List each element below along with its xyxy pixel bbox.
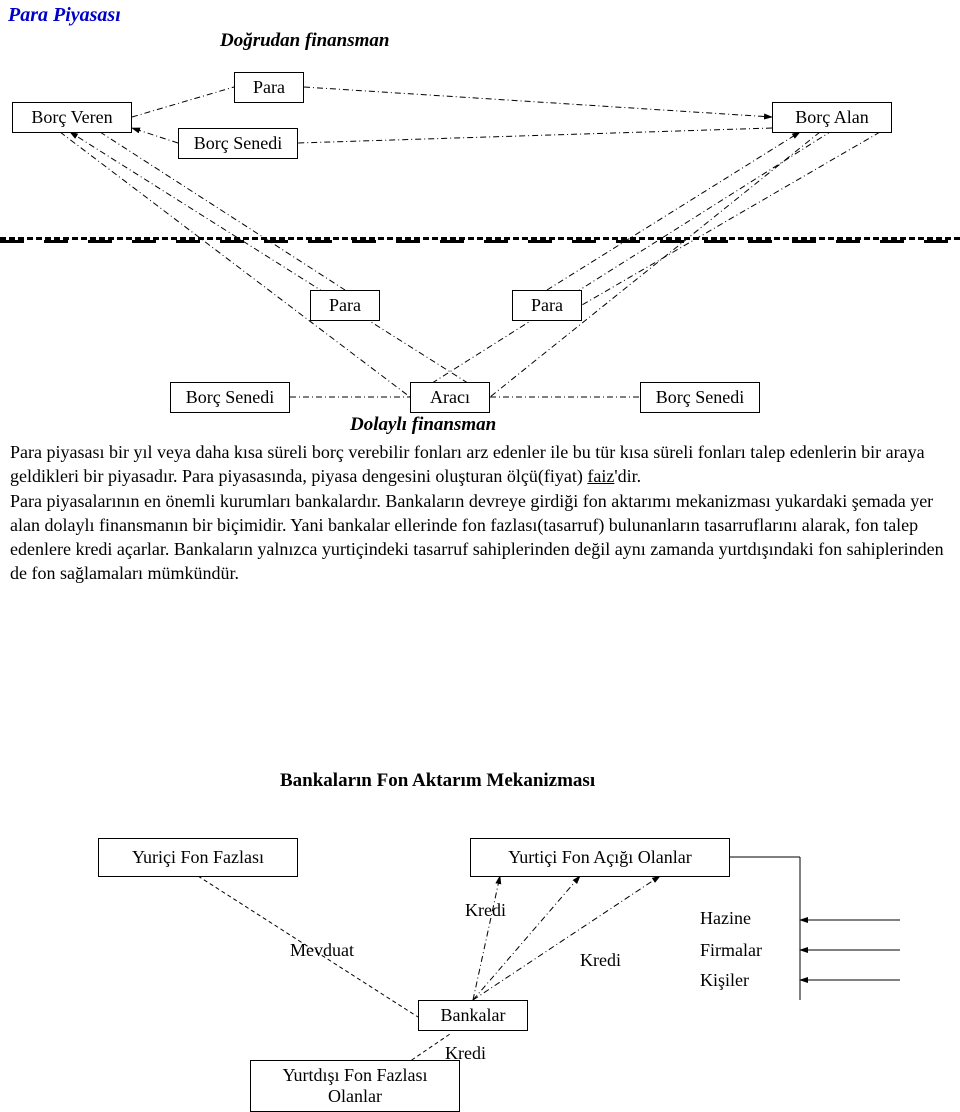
label-kredi-2: Kredi [580, 950, 621, 971]
box-para-top: Para [234, 72, 304, 103]
label-firmalar: Firmalar [700, 940, 762, 961]
box-borc-senedi-l: Borç Senedi [170, 382, 290, 413]
box-borc-veren: Borç Veren [12, 102, 132, 133]
yurtdisi-line1: Yurtdışı Fon Fazlası [282, 1065, 427, 1085]
box-yurtdisi-fazla: Yurtdışı Fon Fazlası Olanlar [250, 1060, 460, 1112]
box-borc-alan: Borç Alan [772, 102, 892, 133]
label-hazine: Hazine [700, 908, 751, 929]
paragraph-block: Para piyasası bir yıl veya daha kısa sür… [10, 440, 950, 586]
section2-heading: Bankaların Fon Aktarım Mekanizması [280, 770, 595, 792]
para-2: Para piyasalarının en önemli kurumları b… [10, 491, 944, 584]
box-borc-senedi-r: Borç Senedi [640, 382, 760, 413]
yurtdisi-line2: Olanlar [328, 1086, 382, 1106]
box-yurtici-acik: Yurtiçi Fon Açığı Olanlar [470, 838, 730, 877]
box-borc-senedi-top: Borç Senedi [178, 128, 298, 159]
direct-financing-heading: Doğrudan finansman [220, 30, 389, 52]
box-para-mid-r: Para [512, 290, 582, 321]
box-para-mid-l: Para [310, 290, 380, 321]
para-underline: faiz [587, 466, 614, 486]
dashed-divider [0, 237, 960, 240]
box-yurici-fazla: Yuriçi Fon Fazlası [98, 838, 298, 877]
indirect-financing-heading: Dolaylı finansman [350, 414, 496, 436]
para-1b: 'dir. [614, 466, 641, 486]
page-title: Para Piyasası [8, 4, 121, 27]
box-bankalar: Bankalar [418, 1000, 528, 1031]
label-kredi-1: Kredi [465, 900, 506, 921]
label-kisiler: Kişiler [700, 970, 749, 991]
label-kredi-3: Kredi [445, 1043, 486, 1064]
box-araci: Aracı [410, 382, 490, 413]
para-1a: Para piyasası bir yıl veya daha kısa sür… [10, 442, 925, 486]
label-mevduat: Mevduat [290, 940, 354, 961]
